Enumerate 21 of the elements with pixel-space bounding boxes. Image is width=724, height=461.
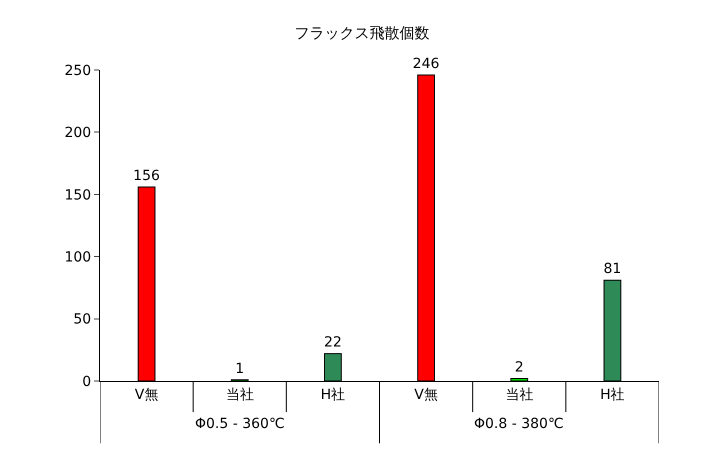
- data-label: 2: [514, 360, 524, 376]
- x-tick-label: 当社: [505, 386, 534, 403]
- x-tick-label: 当社: [226, 386, 254, 403]
- x-tick-label: V無: [414, 386, 438, 403]
- y-tick-label: 250: [64, 62, 92, 79]
- x-tick-label: H社: [600, 386, 625, 403]
- y-tick-label: 200: [64, 125, 92, 142]
- data-label: 156: [133, 168, 160, 184]
- x-tick-label: V無: [134, 386, 158, 403]
- data-label: 22: [324, 334, 342, 351]
- data-label: 1: [235, 360, 244, 377]
- y-tick-label: 100: [64, 250, 92, 266]
- y-tick-label: 0: [82, 374, 92, 390]
- data-label: 81: [604, 261, 622, 278]
- text: Φ0.5 - 360℃: [195, 416, 285, 432]
- text: Φ0.8 - 380℃: [474, 416, 564, 432]
- x-tick-label: H社: [320, 386, 346, 403]
- data-label: 246: [412, 56, 440, 72]
- y-tick-label: 150: [64, 187, 92, 204]
- y-tick-label: 50: [73, 312, 92, 328]
- chart-title: フラックス飛散個数: [294, 24, 430, 42]
